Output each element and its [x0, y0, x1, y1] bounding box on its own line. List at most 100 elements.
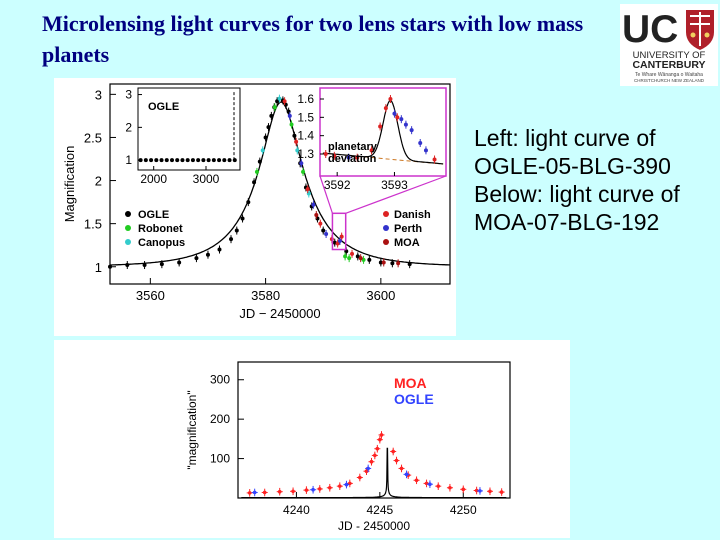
inset-baseline-point-1 [143, 158, 148, 163]
inset-baseline-point-9 [185, 158, 190, 163]
x-tick-label-0: 4240 [283, 503, 310, 517]
y-tick-label-1: 1.5 [84, 217, 102, 232]
x-tick-label-0: 3560 [136, 288, 165, 303]
inset-baseline-point-7 [175, 158, 180, 163]
data-point-moa-5 [317, 487, 322, 491]
inset-deviation-point-9 [395, 115, 400, 120]
inset-deviation-point-2 [346, 155, 351, 160]
y-axis-label: "magnification" [185, 390, 199, 469]
data-point-moa-1 [358, 256, 363, 261]
inset-deviation-point-15 [432, 157, 437, 162]
caption-line-2: OGLE-05-BLG-390 [474, 153, 671, 179]
inset-deviation-point-8 [392, 111, 397, 116]
x-tick-label-1: 4245 [366, 503, 393, 517]
data-point-ogle-8 [229, 237, 234, 242]
inset-deviation-label-1: planetary [328, 141, 378, 153]
data-point-ogle-5 [428, 482, 432, 487]
legend-marker-robonet [125, 225, 131, 231]
data-point-moa-22 [436, 484, 441, 488]
inset-deviation-point-11 [403, 122, 408, 127]
inset-baseline-point-11 [196, 158, 201, 163]
inset-baseline-point-15 [217, 158, 222, 163]
data-point-ogle-13 [257, 159, 262, 164]
data-point-danish-1 [294, 139, 299, 144]
y-tick-label-1: 200 [210, 412, 230, 426]
inset-deviation-point-4 [369, 148, 374, 153]
series-moa [314, 211, 401, 268]
data-point-moa-7 [337, 484, 342, 488]
data-point-ogle-4 [177, 260, 182, 265]
inset-deviation-y-tick-label-3: 1.6 [297, 92, 314, 106]
data-point-ogle-18 [275, 99, 280, 104]
series-canopus [260, 94, 311, 198]
inset-baseline-frame [137, 87, 241, 171]
inset-baseline-point-6 [170, 158, 174, 163]
data-point-ogle-31 [367, 257, 372, 262]
data-point-robonet-3 [301, 169, 306, 174]
data-point-moa-9 [358, 475, 362, 480]
legend-label-ogle: OGLE [394, 391, 434, 407]
x-tick-label-2: 3600 [366, 288, 395, 303]
data-point-ogle-15 [266, 125, 271, 130]
y-tick-label-2: 2 [95, 174, 102, 189]
series-perth [287, 111, 342, 245]
data-point-moa-18 [399, 466, 404, 471]
data-point-ogle-10 [240, 216, 245, 221]
data-point-ogle-5 [194, 256, 199, 261]
legend-label-ogle: OGLE [138, 209, 169, 221]
x-axis-label: JD − 2450000 [239, 306, 320, 321]
inset-deviation-x-tick-label-0: 3592 [324, 178, 351, 192]
y-tick-label-3: 2.5 [84, 130, 102, 145]
data-point-ogle-1 [125, 263, 130, 268]
data-point-moa-24 [461, 487, 466, 492]
data-point-ogle-4 [404, 472, 409, 477]
inset-connector-right [345, 175, 447, 214]
data-point-moa-11 [369, 459, 374, 464]
deviation-highlight-box [331, 212, 347, 251]
inset-deviation-y-tick-label-2: 1.5 [297, 110, 314, 124]
data-point-ogle-9 [234, 228, 239, 233]
data-point-ogle-6 [205, 252, 210, 257]
data-point-danish-5 [335, 241, 340, 246]
inset-deviation-point-10 [399, 117, 404, 122]
legend-label-moa: MOA [394, 237, 420, 249]
legend-label-canopus: Canopus [138, 237, 185, 249]
series-moa [246, 431, 505, 497]
caption-line-4: MOA-07-BLG-192 [474, 209, 660, 235]
data-point-ogle-3 [366, 466, 370, 471]
legend-label-danish: Danish [394, 209, 431, 221]
inset-baseline-point-14 [211, 158, 216, 163]
inset-deviation-y-tick-label-1: 1.4 [297, 129, 314, 143]
inset-baseline-y-tick-label-2: 3 [125, 88, 132, 102]
inset-baseline-y-tick-label-1: 2 [125, 120, 132, 134]
data-point-moa-4 [304, 488, 309, 492]
legend-marker-perth [383, 225, 389, 231]
inset-deviation-point-7 [388, 97, 393, 101]
y-tick-label-0: 1 [95, 260, 102, 275]
model-curve [110, 101, 450, 266]
data-point-ogle-32 [378, 260, 383, 265]
inset-baseline-x-tick-label-1: 3000 [193, 172, 220, 186]
inset-deviation-point-3 [355, 155, 360, 160]
inset-baseline-point-4 [159, 158, 164, 163]
legend-marker-danish [383, 211, 389, 217]
data-point-ogle-34 [407, 262, 412, 267]
legend-label-robonet: Robonet [138, 223, 183, 235]
inset-baseline-label: OGLE [148, 101, 179, 113]
data-point-canopus-2 [295, 148, 300, 153]
data-point-moa-6 [327, 485, 332, 490]
data-point-ogle-12 [252, 180, 257, 185]
inset-baseline-point-17 [227, 158, 232, 163]
ogle-light-curve-chart: 3560 3580 3600 1 1.5 2 2.5 3 JD − 2450000 Magnifi… [54, 78, 456, 336]
crest-icon [686, 10, 714, 50]
data-point-moa-10 [364, 469, 369, 473]
data-point-moa-2 [381, 260, 386, 265]
data-point-robonet-1 [272, 105, 277, 110]
data-point-ogle-22 [292, 133, 297, 138]
logo-motto-line-2: CHRISTCHURCH NEW ZEALAND [634, 78, 705, 83]
data-point-ogle-16 [269, 113, 274, 118]
data-point-moa-14 [378, 437, 382, 442]
data-point-ogle-14 [263, 135, 268, 140]
model-curve [241, 447, 507, 499]
legend-marker-ogle [125, 211, 131, 217]
